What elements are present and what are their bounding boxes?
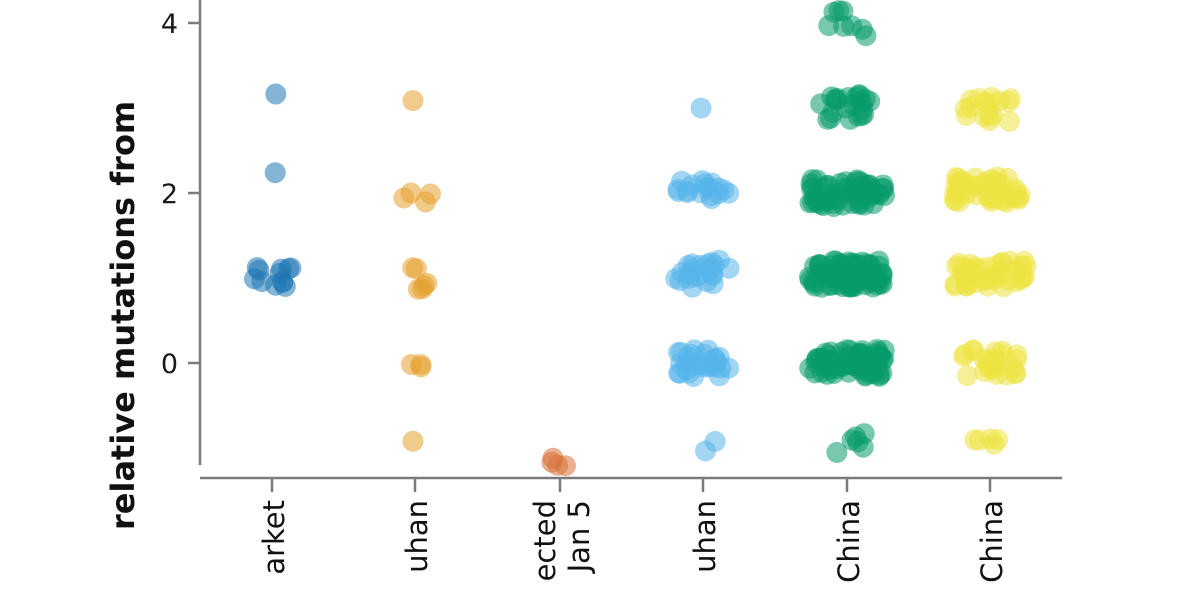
data-point	[280, 257, 302, 279]
data-point	[1004, 180, 1026, 202]
data-point	[956, 105, 977, 126]
data-point	[964, 429, 986, 451]
data-point	[264, 162, 286, 184]
data-point	[671, 262, 693, 284]
data-point	[839, 339, 861, 361]
data-point	[962, 339, 984, 361]
data-point	[855, 25, 877, 47]
data-point	[826, 441, 848, 463]
data-point	[979, 92, 1001, 114]
data-point	[704, 430, 726, 452]
data-point	[948, 191, 970, 213]
data-point	[718, 182, 740, 204]
y-axis-label: relative mutations from	[104, 101, 142, 530]
data-point	[702, 264, 724, 286]
data-point	[974, 174, 995, 196]
data-point	[718, 257, 740, 279]
data-point	[846, 254, 868, 275]
data-point	[688, 354, 710, 376]
data-point	[670, 352, 692, 374]
data-point	[407, 278, 429, 300]
data-point	[987, 428, 1009, 450]
data-point	[402, 90, 424, 112]
data-point	[977, 352, 999, 374]
data-point	[847, 431, 869, 453]
data-point	[1005, 363, 1026, 385]
data-point	[944, 275, 966, 297]
data-point	[400, 354, 422, 375]
x-category-label: arket	[257, 500, 291, 575]
y-tick-label: 0	[161, 349, 178, 380]
data-point	[854, 88, 876, 110]
data-point	[828, 0, 850, 22]
data-point	[542, 447, 564, 469]
data-point	[835, 171, 857, 193]
data-point	[809, 254, 831, 276]
data-point	[956, 365, 978, 387]
data-point	[265, 83, 287, 105]
y-tick-label: 4	[161, 9, 178, 40]
data-point	[402, 430, 424, 452]
x-category-label: China	[832, 500, 866, 583]
data-point	[799, 192, 821, 214]
data-point	[804, 362, 826, 384]
data-point	[998, 110, 1020, 132]
x-category-label: uhan	[688, 500, 722, 573]
x-category-label: uhan	[400, 500, 434, 573]
data-point	[816, 175, 837, 196]
data-point	[848, 358, 870, 380]
x-category-label: China	[975, 500, 1009, 583]
data-point	[400, 182, 422, 204]
data-point	[696, 177, 718, 199]
data-point	[851, 105, 873, 126]
data-point	[420, 183, 441, 205]
axes: 0 2 4 arket uhan ected Jan 5 uhan China China	[161, 0, 1062, 583]
scatter-points	[244, 0, 1037, 477]
data-point	[862, 270, 884, 292]
data-point	[860, 178, 882, 200]
data-point	[973, 270, 995, 291]
data-point	[959, 253, 981, 275]
data-point	[991, 260, 1013, 282]
data-point	[840, 276, 862, 298]
data-point	[835, 97, 857, 119]
data-point	[671, 170, 693, 192]
data-point	[405, 258, 427, 280]
data-point	[1013, 250, 1035, 272]
x-category-label: Jan 5	[562, 500, 596, 574]
x-category-label: ected	[528, 500, 562, 581]
data-point	[251, 271, 273, 293]
y-tick-label: 2	[161, 179, 178, 210]
data-point	[690, 97, 712, 119]
